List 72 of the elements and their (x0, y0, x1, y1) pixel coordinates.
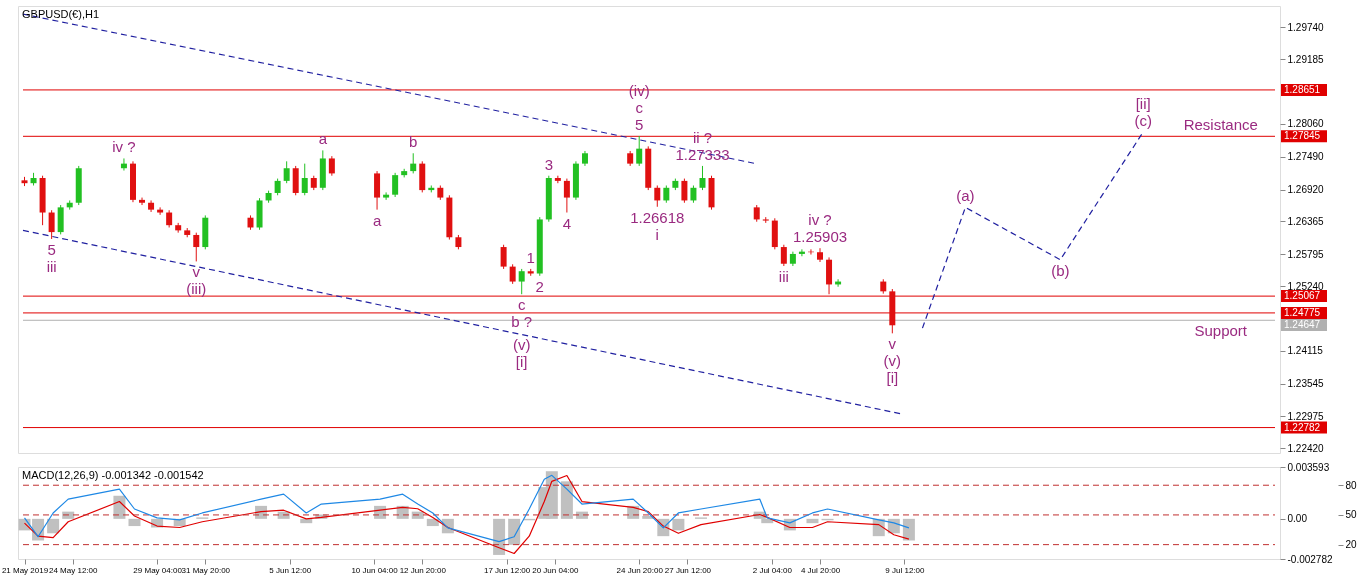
y-tick-label: 1.25240 (1287, 280, 1325, 292)
annotation: 5 (47, 240, 56, 258)
ref-line-label: 1.24647 (1284, 318, 1321, 330)
annotation: (c) (1134, 111, 1152, 129)
y-tick-label: 1.26365 (1287, 215, 1325, 227)
annotation: iii (46, 257, 57, 275)
y-tick-label: -0.002782 (1287, 553, 1333, 565)
y-tick-label: 1.25795 (1287, 248, 1325, 260)
annotation: iii (778, 268, 789, 286)
x-tick-label: 31 May 20:00 (181, 565, 231, 575)
annotation: 1 (526, 248, 535, 266)
chart-title: MACD(12,26,9) -0.001342 -0.001542 (22, 469, 204, 481)
annotation: c (517, 296, 526, 314)
y-tick-label: 1.22975 (1287, 410, 1325, 422)
x-tick-label: 17 Jun 12:00 (483, 565, 531, 575)
x-tick-label: 24 May 12:00 (48, 565, 98, 575)
x-tick-label: 20 Jun 04:00 (532, 565, 580, 575)
y2-tick-label: 50 (1345, 509, 1358, 521)
y-tick-label: 1.24115 (1287, 345, 1324, 357)
annotation: [ii] (1135, 94, 1151, 112)
y-tick-label: 0.00 (1287, 513, 1308, 525)
ref-line-label: 1.22782 (1284, 421, 1321, 433)
annotation: (v) (883, 352, 902, 370)
x-tick-label: 29 May 04:00 (133, 565, 183, 575)
annotation: (v) (512, 336, 531, 354)
x-tick-label: 12 Jun 20:00 (399, 565, 447, 575)
annotation: Resistance (1183, 116, 1258, 134)
y-tick-label: 1.23545 (1287, 378, 1325, 390)
x-tick-label: 4 Jul 20:00 (800, 565, 841, 575)
chart-title: GBPUSD(€),H1 (22, 8, 100, 20)
ref-line-label: 1.24775 (1284, 306, 1321, 318)
y-tick-label: 0.003593 (1287, 461, 1330, 473)
x-tick-label: 27 Jun 12:00 (664, 565, 712, 575)
annotation: 1.26618 (630, 208, 685, 226)
annotation: 2 (535, 277, 544, 295)
annotation: [i] (515, 353, 528, 371)
y2-tick-label: 80 (1345, 479, 1358, 491)
ref-line-label: 1.27845 (1284, 130, 1321, 142)
annotation: Support (1194, 322, 1248, 340)
y-tick-label: 1.27490 (1287, 151, 1325, 163)
y-tick-label: 1.26920 (1287, 184, 1325, 196)
annotation: b (409, 133, 418, 151)
annotation: (iii) (186, 280, 207, 298)
y-tick-label: 1.28060 (1287, 118, 1325, 130)
y-tick-label: 1.29740 (1287, 21, 1325, 33)
annotation: 1.27333 (675, 145, 730, 163)
annotation: v (192, 263, 201, 281)
annotation: iv ? (808, 211, 832, 229)
annotation: c (635, 99, 644, 117)
x-tick-label: 24 Jun 20:00 (616, 565, 664, 575)
ref-line-label: 1.28651 (1284, 83, 1321, 95)
y-tick-label: 1.29185 (1287, 53, 1325, 65)
annotation: 4 (562, 214, 572, 232)
annotation: (a) (956, 187, 975, 205)
annotation: 3 (544, 155, 553, 173)
y-tick-label: 1.22420 (1287, 442, 1325, 454)
annotation: 1.25903 (792, 228, 848, 246)
y2-tick-label: 20 (1345, 539, 1358, 551)
x-tick-label: 10 Jun 04:00 (351, 565, 399, 575)
x-tick-label: 9 Jul 12:00 (885, 565, 925, 575)
annotation: a (372, 211, 382, 229)
annotation: iv ? (112, 138, 136, 156)
x-tick-label: 21 May 2019 (1, 565, 49, 575)
annotation: [i] (886, 369, 899, 387)
ref-line-label: 1.25067 (1284, 290, 1321, 302)
x-tick-label: 5 Jun 12:00 (269, 565, 312, 575)
annotation: 5 (635, 116, 644, 134)
x-tick-label: 2 Jul 04:00 (752, 565, 793, 575)
annotation: b ? (511, 313, 533, 331)
annotation: i (655, 225, 659, 243)
annotation: (b) (1051, 261, 1070, 279)
annotation: v (888, 335, 897, 353)
